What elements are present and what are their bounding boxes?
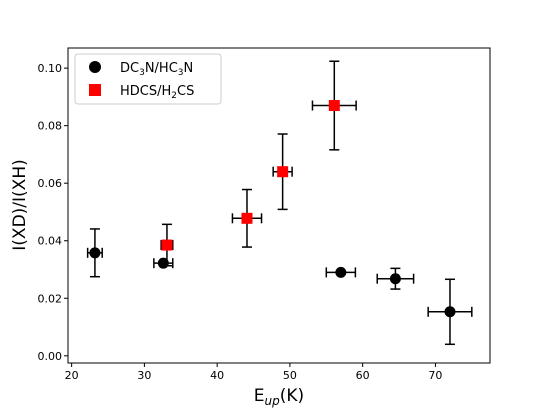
x-axis-label-sub: up [265,394,281,408]
legend-label-text: CS [177,84,194,99]
legend-label: HDCS/H2CS [120,84,194,101]
x-axis: 20 30 40 50 60 70 [65,363,442,382]
legend-box [74,53,222,105]
data-point [86,228,103,278]
x-tick-label: 50 [283,369,297,382]
legend-item: HDCS/H2CS [89,84,194,101]
series-dc3n-hc3n [86,228,473,346]
x-tick-label: 40 [210,369,224,382]
x-tick-label: 20 [65,369,79,382]
x-tick-label: 30 [137,369,151,382]
data-point [311,60,357,151]
legend-label-subscript: 3 [139,68,145,78]
circle-marker [389,273,401,285]
legend-label-text: DC [120,61,139,76]
legend-label-subscript: 3 [178,68,184,78]
y-tick-label: 0.02 [38,292,63,305]
x-axis-label: Eup(K) [254,386,304,408]
circle-marker [335,266,347,278]
x-tick-label: 60 [356,369,370,382]
x-axis-label-main: E [254,386,265,406]
y-tick-label: 0.06 [38,177,63,190]
square-marker [328,100,340,112]
legend-label-text: N/HC [145,61,178,76]
legend-circle-marker [89,61,101,73]
square-marker [161,239,173,251]
y-tick-label: 0.10 [38,62,63,75]
legend-label-subscript: 2 [171,91,177,101]
data-point [427,278,473,346]
legend-item: DC3N/HC3N [89,61,193,78]
legend-label-text: N [184,61,194,76]
y-axis: 0.00 0.02 0.04 0.06 0.08 0.10 [38,62,68,363]
circle-marker [89,247,101,259]
series-hdcs-h2cs [160,60,357,267]
legend-label: DC3N/HC3N [120,61,193,78]
x-tick-label: 70 [428,369,442,382]
y-axis-label: I(XD)/I(XH) [10,159,30,250]
y-tick-label: 0.00 [38,350,63,363]
data-point [376,267,415,290]
y-tick-label: 0.08 [38,120,63,133]
legend-square-marker [89,84,101,96]
data-point [272,133,293,211]
x-axis-label-tail: (K) [280,386,304,406]
data-series [86,60,473,346]
y-tick-label: 0.04 [38,235,63,248]
circle-marker [444,306,456,318]
data-point [325,266,357,278]
legend-label-text: HDCS/H [120,84,171,99]
square-marker [277,166,289,178]
data-point [160,223,174,267]
square-marker [241,212,253,224]
data-point [231,188,263,248]
